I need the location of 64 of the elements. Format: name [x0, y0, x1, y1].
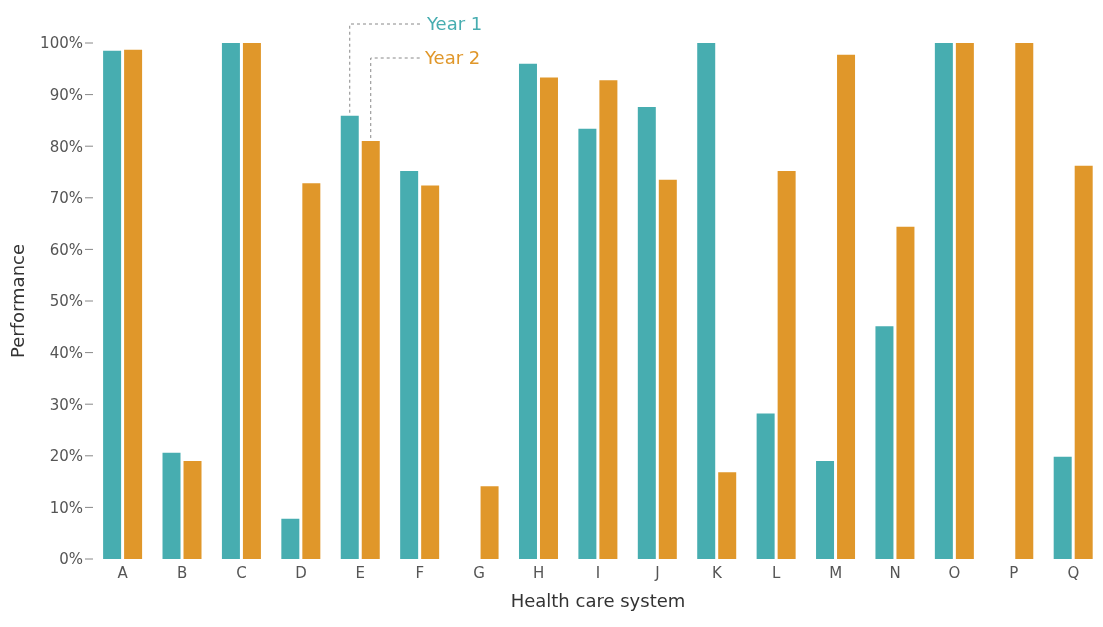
bar	[539, 77, 558, 559]
x-tick-label: L	[772, 563, 782, 582]
x-tick-label: M	[829, 563, 843, 582]
bar	[875, 326, 894, 559]
bar	[340, 115, 359, 559]
bar	[658, 179, 677, 559]
x-tick-label: B	[176, 563, 188, 582]
x-tick-label: I	[595, 563, 601, 582]
bar	[421, 185, 440, 559]
x-tick-label: E	[355, 563, 366, 582]
y-tick-label: 60%	[49, 240, 83, 259]
x-tick-label: F	[415, 563, 425, 582]
bar	[1074, 165, 1093, 559]
text: Year 1	[426, 13, 483, 34]
y-tick-label: 70%	[49, 189, 83, 208]
bar	[697, 43, 716, 559]
bar	[162, 452, 181, 559]
x-tick-label: H	[532, 563, 545, 582]
text: Year 2	[424, 47, 481, 68]
bar	[955, 43, 974, 559]
bar	[1015, 43, 1034, 559]
bar	[777, 170, 796, 559]
bar	[1053, 456, 1072, 559]
y-tick-label: 0%	[59, 550, 83, 569]
x-tick-label: K	[711, 563, 723, 582]
y-tick-label: 30%	[49, 395, 83, 414]
bar	[599, 80, 618, 559]
y-tick-label: 40%	[49, 343, 83, 362]
bar	[837, 54, 856, 559]
x-tick-label: P	[1009, 563, 1019, 582]
x-tick-label: A	[117, 563, 129, 582]
bar	[934, 43, 953, 559]
bar	[756, 413, 775, 559]
bar	[816, 460, 835, 559]
y-axis-title: Performance	[7, 243, 29, 359]
bar	[302, 183, 321, 559]
y-tick-label: 10%	[49, 498, 83, 517]
y-tick-label: 80%	[49, 137, 83, 156]
bar	[518, 63, 537, 559]
bar	[183, 460, 202, 559]
x-tick-label: Q	[1067, 563, 1080, 582]
bar	[896, 226, 915, 559]
bar	[124, 49, 143, 559]
bar	[221, 43, 240, 559]
bar	[242, 43, 261, 559]
y-tick-label: 90%	[49, 85, 83, 104]
x-tick-label: N	[889, 563, 901, 582]
bar	[361, 141, 380, 559]
y-tick-label: 50%	[49, 292, 83, 311]
x-tick-label: C	[236, 563, 247, 582]
bar	[480, 486, 499, 559]
y-tick-label: 20%	[49, 447, 83, 466]
x-tick-label: D	[295, 563, 307, 582]
bar	[281, 518, 300, 559]
x-tick-label: O	[948, 563, 961, 582]
x-axis-title: Health care system	[510, 590, 686, 611]
bar	[637, 106, 656, 559]
bar	[400, 170, 419, 559]
bar	[718, 472, 737, 559]
bar	[578, 128, 597, 559]
y-tick-label: 100%	[40, 34, 83, 53]
bar	[103, 50, 122, 559]
x-tick-label: J	[654, 563, 660, 582]
x-tick-label: G	[473, 563, 485, 582]
